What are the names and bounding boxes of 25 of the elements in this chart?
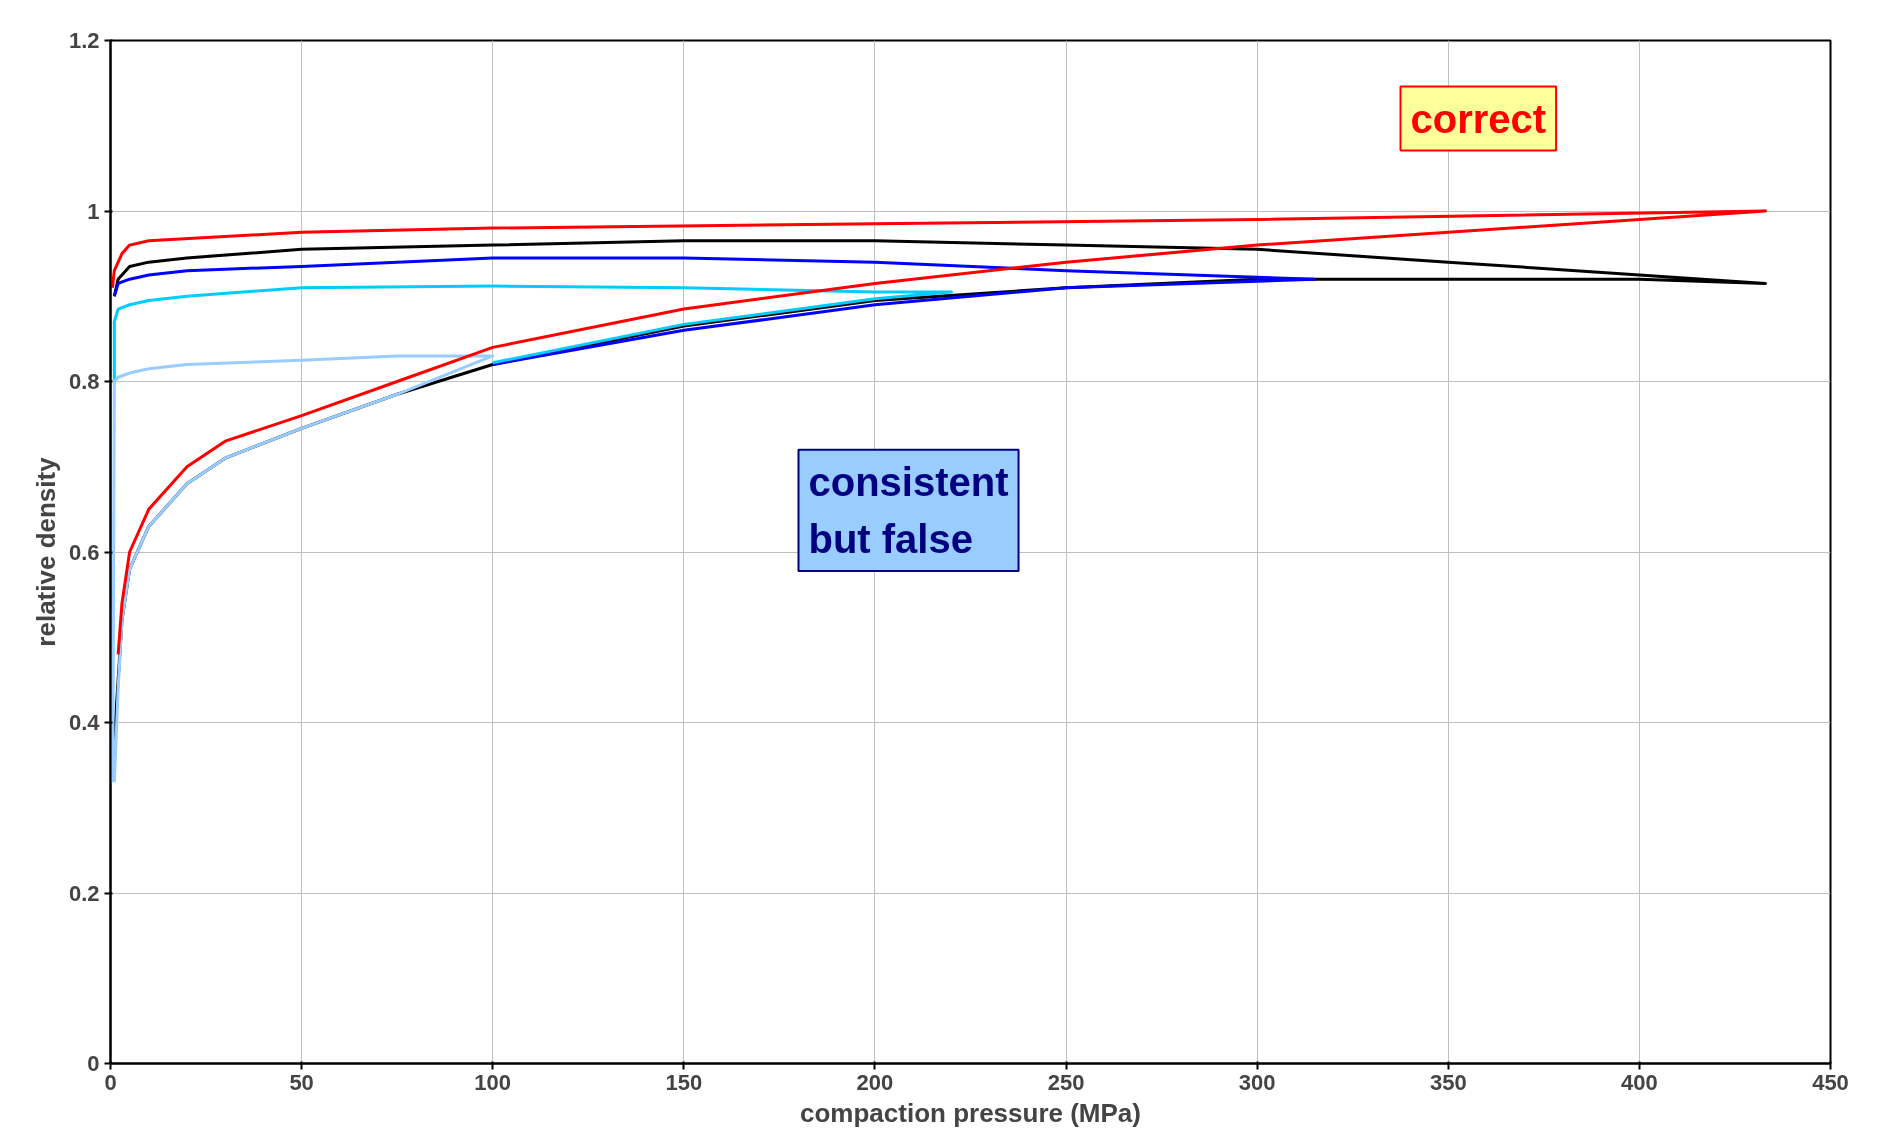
y-tick-label: 0 <box>87 1051 100 1076</box>
y-axis-title: relative density <box>30 456 61 647</box>
line-series <box>112 256 1316 366</box>
x-tick-label: 300 <box>1238 1069 1276 1095</box>
y-tick-label: 0.2 <box>68 880 100 906</box>
line-series <box>110 209 1768 656</box>
x-tick-label: 100 <box>474 1069 512 1095</box>
line-series <box>111 354 495 784</box>
y-tick-label: 0.8 <box>68 369 100 394</box>
annotation: correct <box>1410 96 1547 141</box>
y-tick-label: 1.2 <box>68 28 100 53</box>
x-tick-label: 150 <box>665 1069 703 1095</box>
y-tick-label: 0.6 <box>68 539 100 565</box>
y-tick-label: 0.4 <box>68 710 101 735</box>
x-tick-label: 50 <box>289 1069 314 1095</box>
x-tick-label: 250 <box>1047 1069 1085 1095</box>
x-tick-label: 400 <box>1621 1069 1658 1095</box>
x-axis-title: compaction pressure (MPa) <box>800 1097 1141 1128</box>
x-tick-label: 200 <box>856 1069 894 1095</box>
y-tick-label: 1 <box>87 198 100 224</box>
x-tick-label: 450 <box>1812 1069 1849 1095</box>
annotation: consistent but false <box>808 459 1009 561</box>
x-tick-label: 350 <box>1429 1069 1467 1095</box>
x-tick-label: 0 <box>104 1069 117 1095</box>
line-series <box>112 284 953 383</box>
